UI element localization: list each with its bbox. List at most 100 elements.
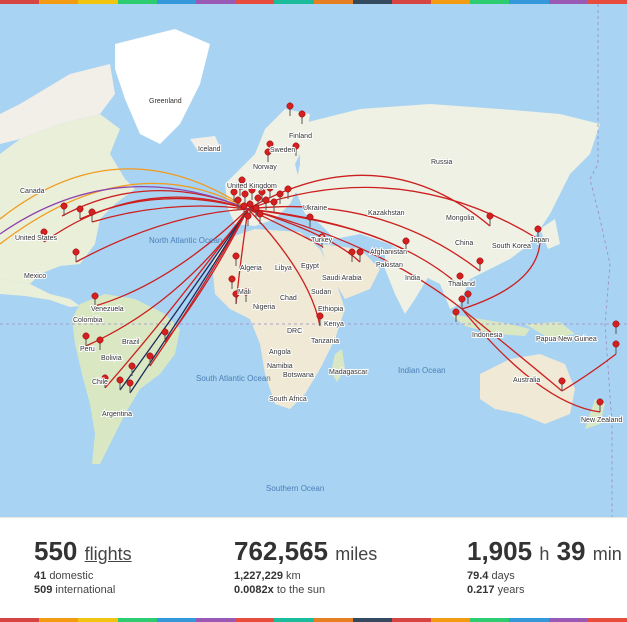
airport-pin[interactable] (476, 257, 484, 271)
europe-airport-pin[interactable] (248, 186, 256, 200)
airport-pin[interactable] (558, 377, 566, 391)
label-argentina: Argentina (102, 411, 132, 418)
label-kazakhstan: Kazakhstan (368, 210, 405, 217)
europe-airport-pin[interactable] (252, 204, 260, 218)
airport-pin[interactable] (458, 295, 466, 309)
sun-label: to the sun (276, 584, 326, 596)
flight-route (94, 208, 249, 307)
flights-count: 550 (34, 536, 78, 566)
europe-airport-pin[interactable] (241, 190, 249, 204)
airport-pin[interactable] (91, 292, 99, 306)
stripe-segment (548, 0, 588, 4)
airport-pin[interactable] (76, 205, 84, 219)
airport-pin[interactable] (486, 212, 494, 226)
landmass-madagascar (331, 349, 345, 382)
airport-pin[interactable] (612, 340, 620, 354)
landmass-iceland (190, 136, 220, 151)
europe-airport-pin[interactable] (270, 198, 278, 212)
airport-pin[interactable] (228, 275, 236, 289)
europe-airport-pin[interactable] (276, 190, 284, 204)
airport-pin[interactable] (452, 308, 460, 322)
distance-km: 1,227,229 (234, 570, 283, 582)
airport-pin[interactable] (456, 272, 464, 286)
airport-pin[interactable] (128, 362, 136, 376)
airport-pins[interactable] (40, 102, 620, 412)
europe-airport-pin[interactable] (240, 202, 248, 216)
flight-route (129, 208, 249, 394)
europe-airport-pin[interactable] (254, 194, 262, 208)
airport-pin[interactable] (266, 140, 274, 154)
airport-pin[interactable] (146, 352, 154, 366)
label-iceland: Iceland (198, 146, 221, 153)
europe-airport-pin[interactable] (244, 212, 252, 226)
airport-pin[interactable] (88, 208, 96, 222)
label-indonesia: Indonesia (472, 332, 502, 339)
label-north-atlantic-north: North Atlantic Ocean (149, 236, 222, 245)
label-south-atlantic: South Atlantic Ocean (196, 374, 271, 383)
map-canvas[interactable]: Greenland Iceland Finland Sweden Norway … (0, 4, 627, 517)
europe-airport-pin[interactable] (256, 210, 264, 224)
flight-route (247, 208, 407, 252)
label-namibia: Namibia (267, 363, 293, 370)
airport-pin[interactable] (72, 248, 80, 262)
flight-route (561, 353, 617, 392)
airport-pin[interactable] (298, 110, 306, 124)
flight-route (247, 186, 539, 240)
airport-pin[interactable] (318, 233, 326, 247)
europe-airport-pin[interactable] (258, 188, 266, 202)
label-algeria: Algeria (240, 265, 262, 272)
label-south-africa: South Africa (269, 396, 307, 403)
stripe-segment (274, 0, 314, 4)
europe-airport-pin[interactable] (238, 176, 246, 190)
label-brazil: Brazil (122, 339, 140, 346)
stripe-segment (352, 618, 392, 622)
flights-link[interactable]: flights (84, 544, 132, 564)
airport-pin[interactable] (126, 379, 134, 393)
europe-airport-pin[interactable] (266, 184, 274, 198)
landmass-canadian-arctic (0, 64, 115, 144)
airport-pin[interactable] (596, 398, 604, 412)
airport-pin[interactable] (612, 320, 620, 334)
airport-pin[interactable] (232, 290, 240, 304)
europe-airport-pin[interactable] (284, 185, 292, 199)
label-sudan: Sudan (311, 289, 331, 296)
airport-pin[interactable] (306, 213, 314, 227)
world-flight-map[interactable]: Greenland Iceland Finland Sweden Norway … (0, 4, 627, 517)
label-venezuela: Venezuela (91, 306, 124, 313)
stripe-segment (195, 618, 236, 622)
airport-pin[interactable] (348, 248, 356, 262)
airport-pin[interactable] (356, 248, 364, 262)
europe-airport-pin[interactable] (234, 196, 242, 210)
airport-pin[interactable] (464, 290, 472, 304)
airport-pin[interactable] (96, 336, 104, 350)
international-label: international (55, 584, 116, 596)
airport-pin[interactable] (534, 225, 542, 239)
airport-pin[interactable] (101, 374, 109, 388)
stat-distance: 762,565 miles 1,227,229 km 0.0082x to th… (234, 536, 377, 597)
airport-pin[interactable] (116, 376, 124, 390)
europe-airport-pin[interactable] (230, 188, 238, 202)
map-labels: Greenland Iceland Finland Sweden Norway … (14, 97, 623, 493)
stripe-segment (391, 618, 432, 622)
date-line (589, 4, 613, 517)
airport-pin[interactable] (242, 288, 250, 302)
airport-pin[interactable] (40, 228, 48, 242)
landmass-asia (295, 104, 600, 309)
airport-pin[interactable] (161, 328, 169, 342)
domestic-count: 41 (34, 570, 47, 582)
airport-pin[interactable] (60, 202, 68, 216)
airport-pin[interactable] (82, 332, 90, 346)
airport-pin[interactable] (232, 252, 240, 266)
europe-airport-pin[interactable] (262, 196, 270, 210)
stripe-segment (78, 618, 118, 622)
airport-pin[interactable] (286, 102, 294, 116)
airport-pin[interactable] (402, 237, 410, 251)
domestic-label: domestic (49, 570, 94, 582)
flight-route (85, 208, 249, 347)
airport-pin[interactable] (292, 142, 300, 156)
flight-route (247, 208, 463, 310)
hours-unit: h (539, 544, 550, 564)
label-egypt: Egypt (301, 263, 319, 270)
airport-pin[interactable] (316, 312, 324, 326)
stripe-segment (509, 0, 549, 4)
